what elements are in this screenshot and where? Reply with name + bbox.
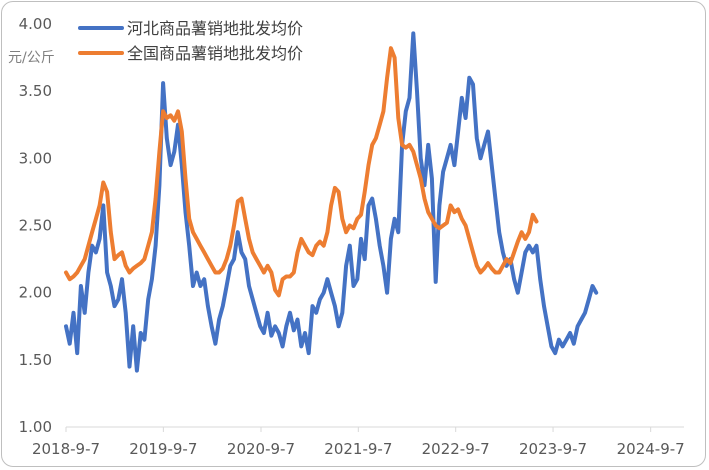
x-tick-label: 2022-9-7 (422, 440, 490, 458)
y-tick-label: 1.00 (19, 418, 52, 436)
y-tick-label: 1.50 (19, 351, 52, 369)
y-tick-label: 2.50 (19, 217, 52, 235)
y-tick-label: 2.00 (19, 284, 52, 302)
x-tick-label: 2021-9-7 (324, 440, 392, 458)
x-tick-label: 2024-9-7 (617, 440, 685, 458)
y-axis: 1.00 1.50 2.00 2.50 3.00 3.50 4.00 (19, 15, 52, 436)
series-points-2 (65, 48, 537, 296)
y-tick-label: 4.00 (19, 15, 52, 33)
x-axis: 2018-9-7 2019-9-7 2020-9-7 2021-9-7 2022-9-7… (32, 427, 685, 458)
x-tick-label: 2019-9-7 (129, 440, 197, 458)
y-unit-label: 元/公斤 (8, 50, 55, 66)
series-lines (64, 31, 599, 373)
x-tick-label: 2020-9-7 (227, 440, 295, 458)
x-tick-label: 2023-9-7 (519, 440, 587, 458)
x-tick-label: 2018-9-7 (32, 440, 100, 458)
y-tick-label: 3.50 (19, 82, 52, 100)
series-line-2 (64, 46, 539, 298)
y-tick-label: 3.00 (19, 149, 52, 167)
legend-label-2: 全国商品薯销地批发均价 (127, 44, 303, 63)
series-points-1 (65, 33, 597, 371)
legend-label-1: 河北商品薯销地批发均价 (127, 19, 303, 38)
